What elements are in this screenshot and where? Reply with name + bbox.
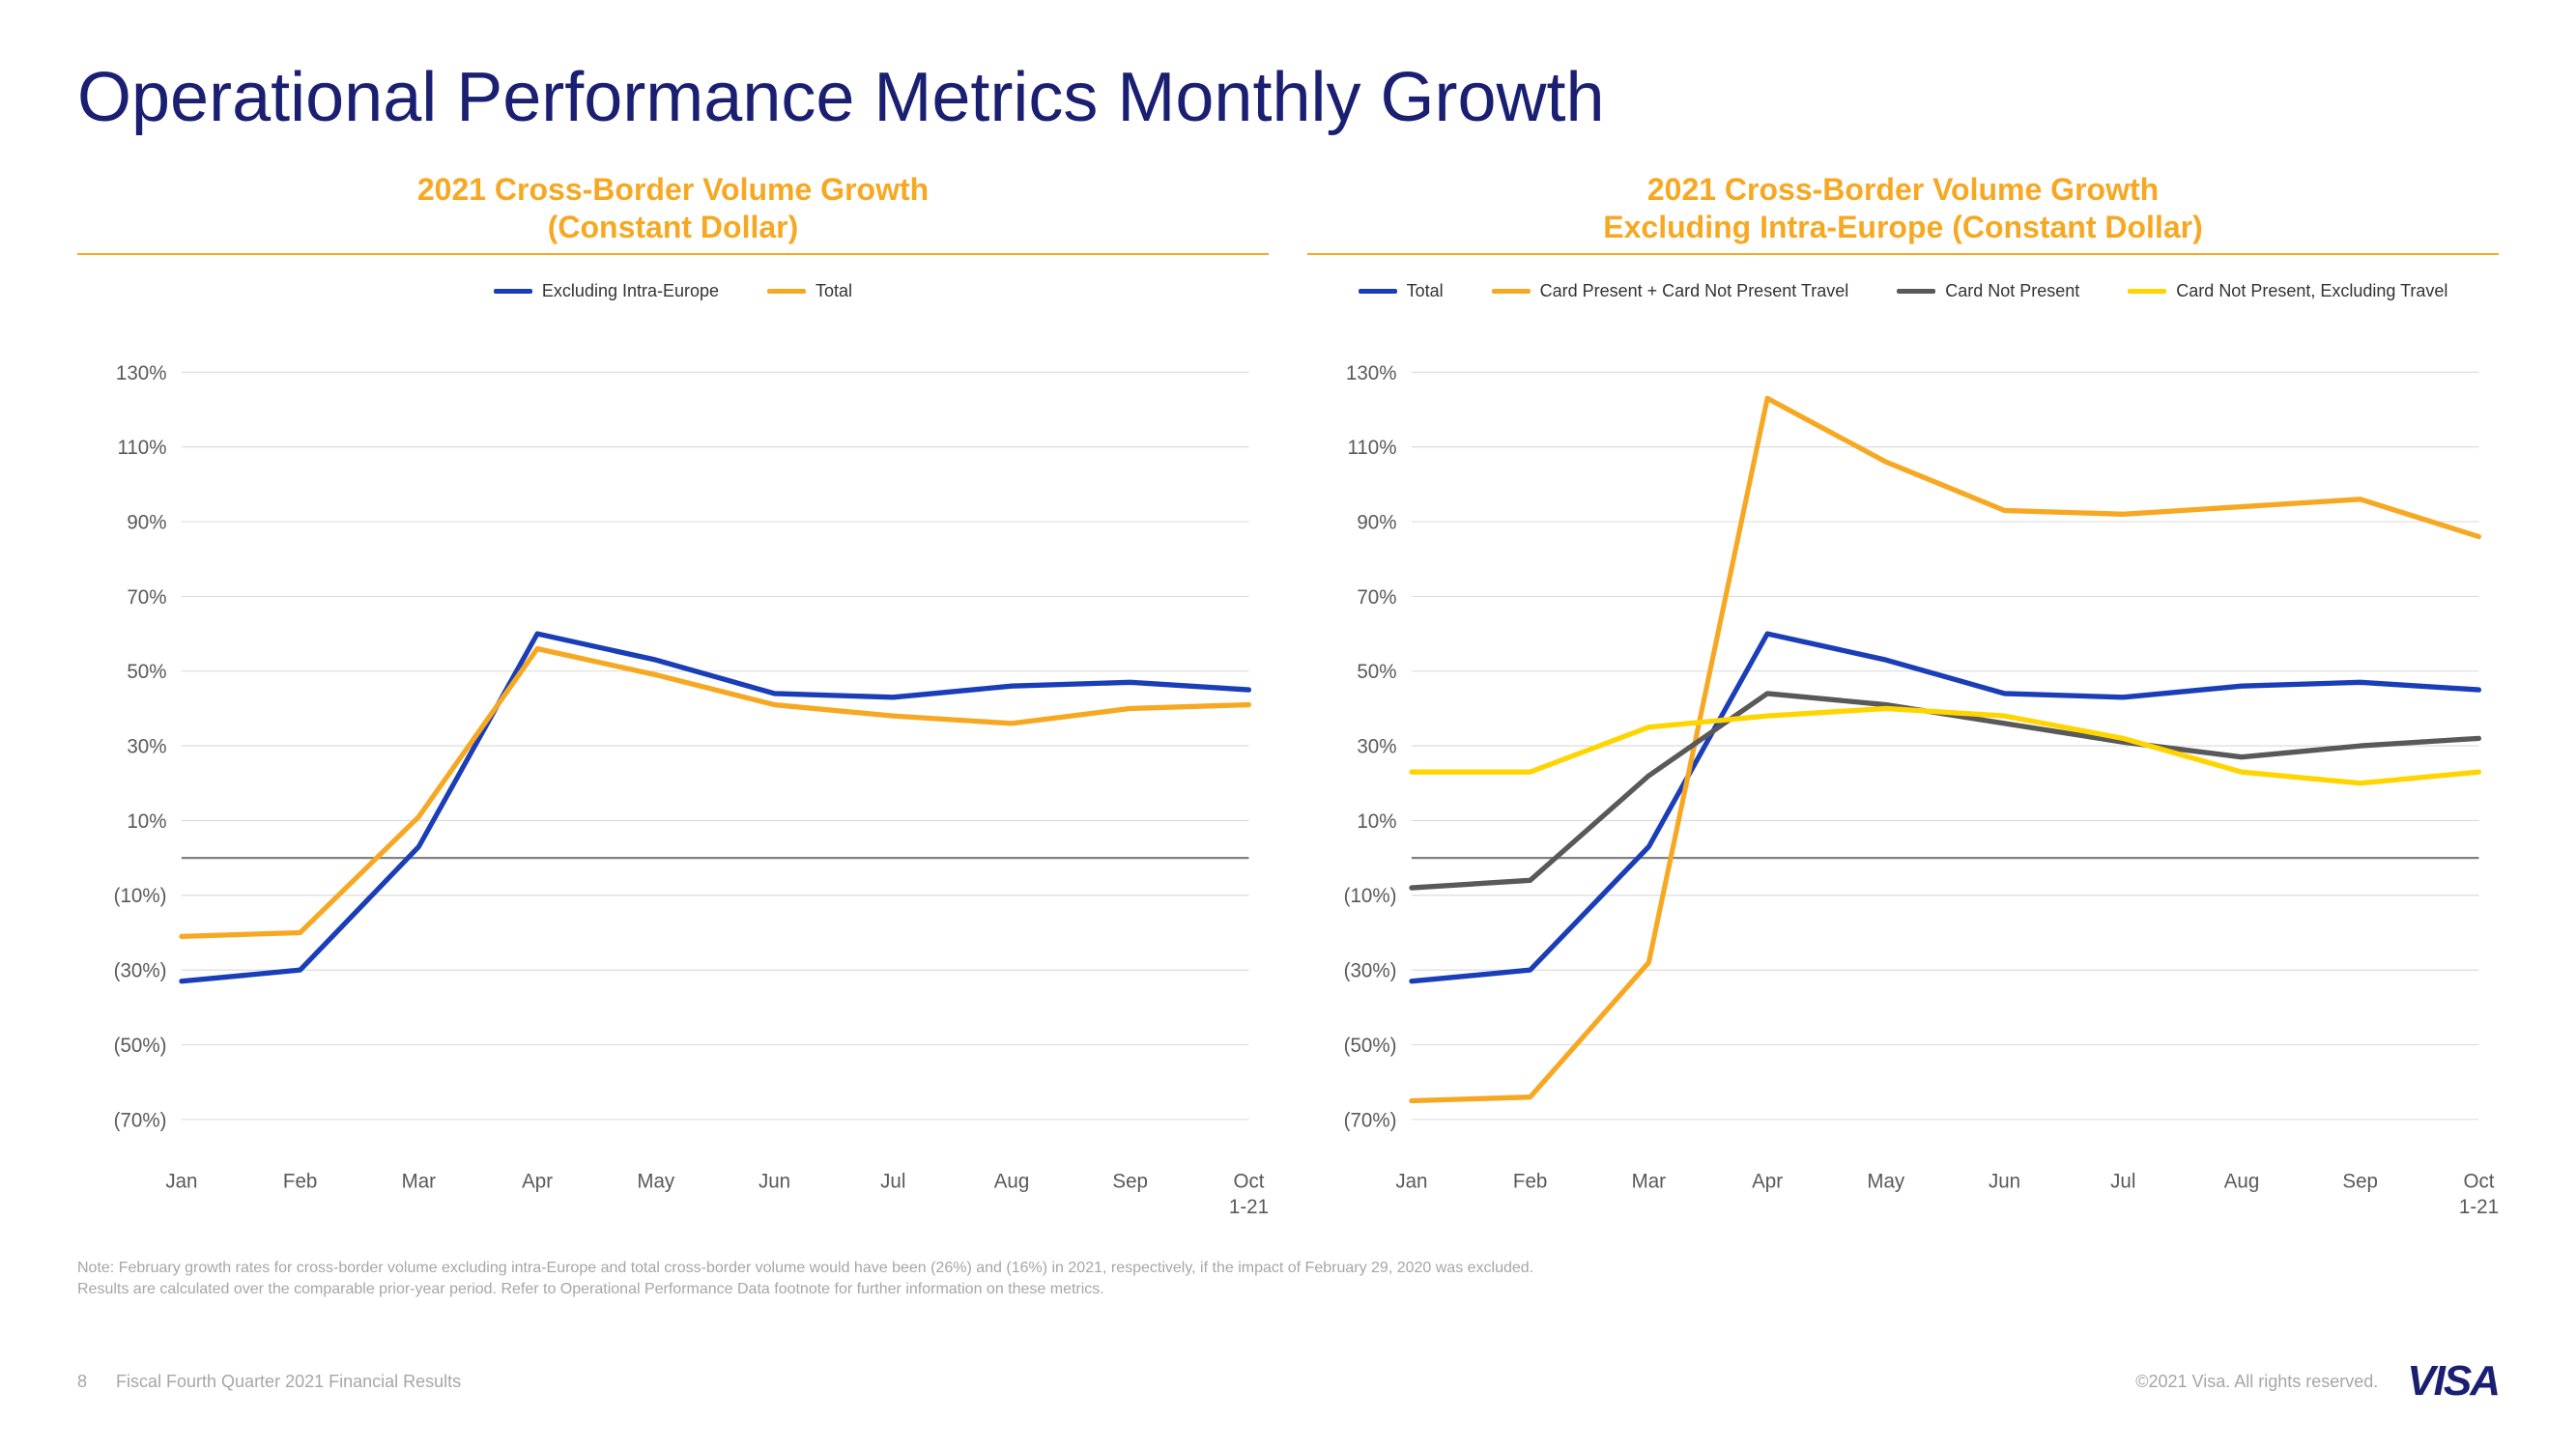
legend-swatch — [494, 289, 532, 294]
svg-text:Jun: Jun — [758, 1170, 790, 1192]
visa-logo: VISA — [2407, 1357, 2499, 1406]
svg-text:90%: 90% — [127, 511, 166, 533]
svg-text:(10%): (10%) — [1344, 885, 1397, 907]
svg-text:Aug: Aug — [2224, 1170, 2260, 1192]
svg-text:(70%): (70%) — [114, 1109, 167, 1131]
chart-left-title-l1: 2021 Cross-Border Volume Growth — [77, 171, 1269, 208]
svg-text:70%: 70% — [1357, 586, 1396, 609]
svg-text:(50%): (50%) — [114, 1035, 167, 1057]
svg-text:110%: 110% — [1347, 437, 1396, 459]
copyright: ©2021 Visa. All rights reserved. — [2135, 1372, 2378, 1392]
charts-row: 2021 Cross-Border Volume Growth (Constan… — [77, 166, 2499, 1229]
svg-text:50%: 50% — [127, 661, 166, 683]
chart-left-plot: (70%) (50%) (30%) (10%) 10% 30% 50% 70% 90% 110% 1… — [77, 325, 1269, 1229]
chart-right-title-l1: 2021 Cross-Border Volume Growth — [1307, 171, 2499, 208]
legend-item: Excluding Intra-Europe — [494, 281, 719, 301]
svg-text:Jan: Jan — [165, 1170, 197, 1192]
chart-right: 2021 Cross-Border Volume Growth Excludin… — [1307, 166, 2499, 1229]
svg-text:Jul: Jul — [2110, 1170, 2135, 1192]
chart-right-title: 2021 Cross-Border Volume Growth Excludin… — [1307, 166, 2499, 255]
svg-text:Jan: Jan — [1395, 1170, 1427, 1192]
legend-swatch — [1897, 289, 1935, 294]
svg-text:Feb: Feb — [283, 1170, 317, 1192]
legend-label: Total — [1407, 281, 1444, 301]
svg-text:1-21: 1-21 — [1229, 1196, 1269, 1218]
legend-item: Card Not Present — [1897, 281, 2079, 301]
chart-left-title: 2021 Cross-Border Volume Growth (Constan… — [77, 166, 1269, 255]
chart-right-plot: (70%) (50%) (30%) (10%) 10% 30% 50% 70% 90% 110% 1… — [1307, 325, 2499, 1229]
svg-text:(10%): (10%) — [114, 885, 167, 907]
svg-text:Mar: Mar — [402, 1170, 436, 1192]
chart-right-title-l2: Excluding Intra-Europe (Constant Dollar) — [1307, 209, 2499, 245]
svg-text:10%: 10% — [127, 810, 166, 833]
legend-item: Card Present + Card Not Present Travel — [1492, 281, 1849, 301]
svg-text:1-21: 1-21 — [2459, 1196, 2499, 1218]
svg-text:10%: 10% — [1357, 810, 1396, 833]
svg-text:(50%): (50%) — [1344, 1035, 1397, 1057]
legend-swatch — [2128, 289, 2166, 294]
svg-text:Sep: Sep — [1112, 1170, 1148, 1192]
svg-text:Apr: Apr — [522, 1170, 553, 1192]
footnote-line2: Results are calculated over the comparab… — [77, 1279, 2499, 1300]
svg-text:Oct: Oct — [1233, 1170, 1264, 1192]
legend-swatch — [1359, 289, 1397, 294]
svg-text:(30%): (30%) — [1344, 959, 1397, 981]
legend-label: Card Present + Card Not Present Travel — [1540, 281, 1849, 301]
svg-text:(30%): (30%) — [114, 959, 167, 981]
legend-item: Total — [1359, 281, 1444, 301]
svg-text:Oct: Oct — [2463, 1170, 2494, 1192]
footnote: Note: February growth rates for cross-bo… — [77, 1258, 2499, 1299]
svg-text:70%: 70% — [127, 586, 166, 609]
svg-text:50%: 50% — [1357, 661, 1396, 683]
footer-left: 8 Fiscal Fourth Quarter 2021 Financial R… — [77, 1372, 461, 1392]
svg-text:Apr: Apr — [1752, 1170, 1783, 1192]
svg-text:90%: 90% — [1357, 511, 1396, 533]
svg-text:30%: 30% — [1357, 735, 1396, 757]
page-title: Operational Performance Metrics Monthly … — [77, 58, 2499, 137]
legend-swatch — [767, 289, 806, 294]
legend-item: Card Not Present, Excluding Travel — [2128, 281, 2447, 301]
legend-label: Card Not Present — [1945, 281, 2079, 301]
page-number: 8 — [77, 1372, 87, 1392]
legend-label: Excluding Intra-Europe — [542, 281, 719, 301]
svg-text:110%: 110% — [117, 437, 166, 459]
footnote-line1: Note: February growth rates for cross-bo… — [77, 1258, 2499, 1279]
chart-left-title-l2: (Constant Dollar) — [77, 209, 1269, 245]
svg-text:30%: 30% — [127, 735, 166, 757]
svg-text:Mar: Mar — [1632, 1170, 1666, 1192]
footer-doc-title: Fiscal Fourth Quarter 2021 Financial Res… — [116, 1372, 461, 1392]
svg-text:130%: 130% — [1346, 361, 1397, 384]
chart-left: 2021 Cross-Border Volume Growth (Constan… — [77, 166, 1269, 1229]
legend-label: Card Not Present, Excluding Travel — [2176, 281, 2447, 301]
svg-text:Sep: Sep — [2342, 1170, 2378, 1192]
svg-text:Jun: Jun — [1989, 1170, 2020, 1192]
svg-text:Aug: Aug — [994, 1170, 1030, 1192]
svg-text:May: May — [1867, 1170, 1904, 1192]
svg-text:Feb: Feb — [1513, 1170, 1547, 1192]
chart-left-legend: Excluding Intra-Europe Total — [77, 267, 1269, 315]
footer-right: ©2021 Visa. All rights reserved. VISA — [2135, 1357, 2499, 1406]
footer: 8 Fiscal Fourth Quarter 2021 Financial R… — [77, 1357, 2499, 1406]
svg-text:(70%): (70%) — [1344, 1109, 1397, 1131]
legend-label: Total — [816, 281, 852, 301]
svg-text:Jul: Jul — [880, 1170, 905, 1192]
legend-item: Total — [767, 281, 852, 301]
legend-swatch — [1492, 289, 1531, 294]
svg-text:May: May — [637, 1170, 674, 1192]
chart-right-legend: Total Card Present + Card Not Present Tra… — [1307, 267, 2499, 315]
svg-text:130%: 130% — [116, 361, 167, 384]
